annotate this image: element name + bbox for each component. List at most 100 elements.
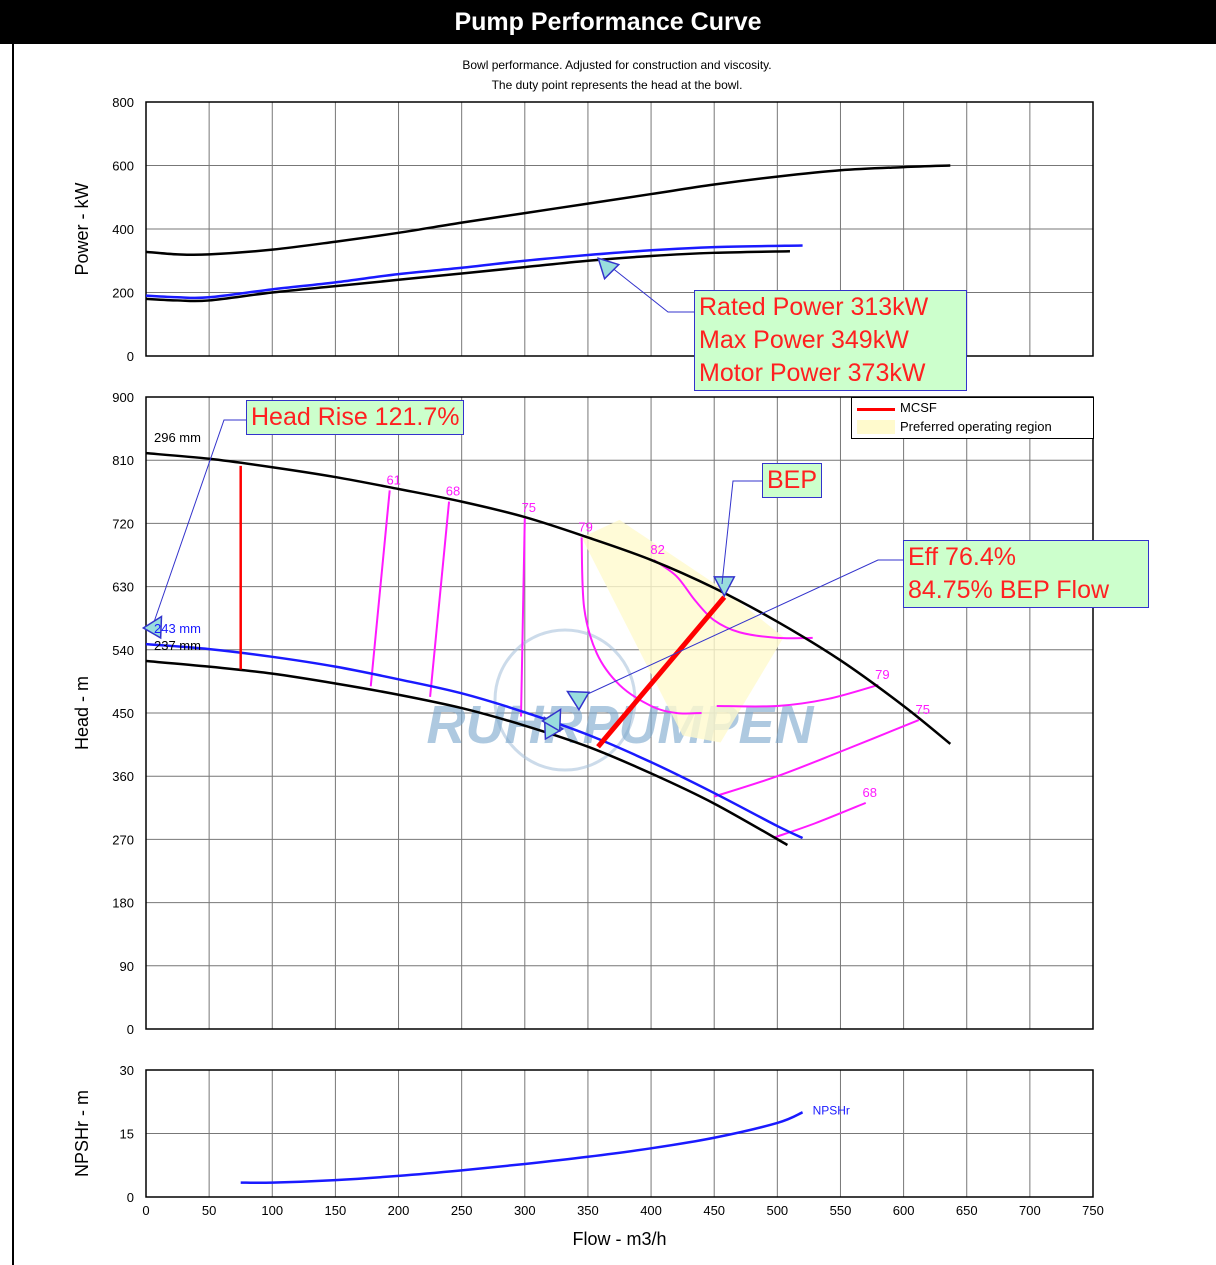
xtick-label: 500 [766,1203,788,1218]
efficiency-contour [429,501,451,697]
head-rise-marker [141,615,163,640]
efficiency-label: 61 [386,472,400,487]
eff-marker [566,690,591,712]
watermark-layer: RUHRPUMPEN [426,628,815,772]
efficiency-label: 75 [916,702,930,717]
xtick-label: 150 [325,1203,347,1218]
motor-power-text: Motor Power 373kW [699,359,926,387]
power-ytick-label: 0 [127,349,134,364]
efficiency-contour [369,490,391,687]
xtick-label: 50 [202,1203,216,1218]
efficiency-label: 79 [875,667,889,682]
head-ytick-label: 0 [127,1022,134,1037]
power-annotation: Rated Power 313kW Max Power 349kW Motor … [694,290,967,391]
power-curve [145,244,803,300]
npsh-ytick-label: 30 [120,1063,134,1078]
bep-leader [721,480,762,585]
duty-point-marker [540,708,562,733]
xtick-label: 400 [640,1203,662,1218]
power-ytick-label: 400 [112,222,134,237]
legend-por-label: Preferred operating region [900,419,1052,434]
head-ytick-label: 90 [120,959,134,974]
npsh-series-label: NPSHr [813,1103,850,1117]
xtick-label: 200 [388,1203,410,1218]
xtick-label: 450 [703,1203,725,1218]
xtick-label: 350 [577,1203,599,1218]
title-bar [0,0,1216,44]
power-axis-label: Power - kW [72,182,92,275]
chart-title: Pump Performance Curve [454,8,762,36]
subtitle-line-2: The duty point represents the head at th… [492,78,743,92]
head-curve [145,451,952,745]
xtick-label: 0 [142,1203,149,1218]
efficiency-contour [520,517,526,717]
xtick-label: 700 [1019,1203,1041,1218]
head-curve [145,642,804,840]
power-curve [145,249,790,303]
bep-marker [713,576,736,598]
npsh-axis-label: NPSHr - m [72,1090,92,1177]
diameter-label: 296 mm [154,430,201,445]
npsh-ytick-label: 15 [120,1127,134,1142]
head-ytick-label: 180 [112,896,134,911]
head-rise-leader [153,419,246,623]
head-ytick-label: 810 [112,453,134,468]
head-ytick-label: 720 [112,516,134,531]
head-ytick-label: 540 [112,643,134,658]
eff-annotation: Eff 76.4% 84.75% BEP Flow [903,540,1149,608]
max-power-text: Max Power 349kW [699,326,909,354]
xtick-label: 750 [1082,1203,1104,1218]
efficiency-label: 68 [862,785,876,800]
head-rise-annotation: Head Rise 121.7% [246,400,465,435]
head-ytick-label: 270 [112,832,134,847]
power-panel-frame [145,101,1094,357]
head-ytick-label: 630 [112,580,134,595]
x-axis-label: Flow - m3/h [572,1229,666,1249]
efficiency-label: 68 [446,484,460,499]
xtick-label: 300 [514,1203,536,1218]
watermark-text: RUHRPUMPEN [426,695,814,755]
efficiency-contour [774,801,867,839]
power-ytick-label: 600 [112,159,134,174]
power-ytick-label: 200 [112,286,134,301]
bep-flow-text: 84.75% BEP Flow [908,576,1110,604]
power-leader [605,262,694,313]
npsh-ytick-label: 0 [127,1190,134,1205]
xtick-label: 600 [893,1203,915,1218]
rated-power-text: Rated Power 313kW [699,293,929,321]
head-panel-frame [145,396,1094,1030]
xtick-label: 550 [830,1203,852,1218]
efficiency-label: 82 [650,542,664,557]
diameter-label: 237 mm [154,638,201,653]
head-axis-label: Head - m [72,676,92,750]
npsh-panel-frame [145,1069,1094,1198]
legend: MCSF Preferred operating region [851,397,1094,439]
rated-power-marker [597,257,621,281]
legend-por-swatch [857,420,895,434]
eff-leader [578,559,903,699]
legend-mcsf-swatch [857,408,895,411]
diameter-label: 243 mm [154,621,201,636]
bep-annotation: BEP [762,463,823,498]
eff-text: Eff 76.4% [908,543,1016,571]
label-layer: 0 200 400 600 800 Power - kW 0 90 180 270 360 450 54… [72,95,1104,1249]
head-ytick-label: 900 [112,390,134,405]
power-curve [145,164,951,257]
efficiency-label: 75 [522,500,536,515]
xtick-label: 100 [261,1203,283,1218]
xtick-label: 250 [451,1203,473,1218]
mcsf-line [596,595,727,749]
series-layer [141,164,952,1185]
efficiency-contour [580,537,702,715]
head-ytick-label: 360 [112,769,134,784]
efficiency-contour [716,683,879,708]
left-border [12,44,14,1265]
legend-mcsf-label: MCSF [900,400,937,415]
npsh-curve [240,1111,804,1185]
subtitle-line-1: Bowl performance. Adjusted for construct… [462,58,771,72]
efficiency-contour [713,719,920,798]
power-ytick-label: 800 [112,95,134,110]
head-ytick-label: 450 [112,706,134,721]
efficiency-label: 79 [578,519,592,534]
grid-layer [145,101,1094,1198]
